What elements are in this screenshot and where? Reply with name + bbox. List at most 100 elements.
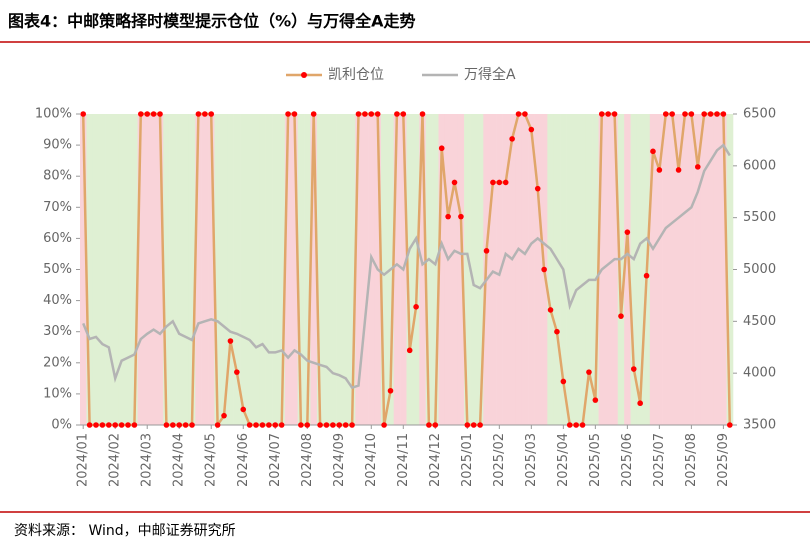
y-tick-label: 60% (43, 231, 72, 246)
x-tick-label: 2024/06 (236, 433, 251, 487)
point (502, 179, 509, 186)
point (304, 422, 311, 428)
point (336, 422, 343, 428)
regime-band (636, 114, 644, 425)
point (413, 304, 419, 310)
x-tick-label: 2024/12 (428, 433, 443, 487)
point (637, 400, 643, 407)
regime-band (272, 114, 279, 425)
regime-band (470, 114, 478, 425)
point (310, 111, 317, 117)
regime-band (489, 114, 497, 425)
regime-band (380, 114, 388, 425)
x-tick-label: 2024/09 (332, 433, 347, 487)
regime-band (438, 114, 446, 425)
regime-band (464, 114, 471, 425)
regime-band (169, 114, 177, 425)
point (163, 422, 170, 428)
point (547, 307, 554, 313)
point (675, 167, 682, 173)
point (182, 422, 189, 428)
point (234, 369, 240, 375)
point (214, 422, 221, 428)
point (266, 422, 272, 428)
point (150, 111, 157, 117)
regime-band (105, 114, 113, 425)
regime-band (112, 114, 119, 425)
point (522, 111, 528, 117)
regime-band (291, 114, 298, 425)
point (106, 422, 112, 428)
x-tick-label: 2025/06 (620, 433, 635, 487)
regime-band (252, 114, 260, 425)
y2-tick-label: 6500 (743, 107, 776, 122)
regime-band (316, 114, 324, 425)
point (438, 145, 445, 152)
y-tick-label: 10% (43, 386, 72, 401)
regime-band (528, 114, 535, 425)
regime-band (624, 114, 631, 425)
legend-label: 凯利仓位 (328, 67, 384, 83)
regime-band (150, 114, 158, 425)
regime-band (688, 114, 695, 425)
point (278, 422, 285, 428)
regime-band (668, 114, 676, 425)
point (669, 111, 675, 117)
point (298, 422, 304, 428)
y-tick-label: 100% (35, 107, 72, 122)
point (419, 111, 426, 117)
regime-band (342, 114, 350, 425)
point (387, 387, 394, 394)
regime-band (393, 114, 401, 425)
y2-tick-label: 4000 (743, 366, 776, 381)
legend-marker (301, 72, 307, 78)
point (342, 422, 349, 428)
regime-band (694, 114, 702, 425)
y2-tick-label: 3500 (743, 418, 776, 433)
regime-band (182, 114, 190, 425)
regime-band (259, 114, 266, 425)
point (496, 179, 503, 186)
point (317, 422, 323, 428)
regime-band (348, 114, 356, 425)
point (80, 111, 87, 117)
x-tick-label: 2024/05 (204, 433, 219, 487)
legend-label: 万得全A (464, 66, 516, 83)
point (611, 111, 618, 117)
y-tick-label: 70% (43, 200, 72, 215)
x-tick-label: 2024/04 (172, 433, 187, 487)
point (362, 111, 368, 117)
point (157, 111, 163, 117)
x-tick-label: 2024/02 (108, 433, 123, 487)
point (643, 272, 650, 279)
x-tick-label: 2025/07 (652, 433, 667, 487)
regime-band (361, 114, 369, 425)
regime-band (355, 114, 362, 425)
x-tick-label: 2025/04 (556, 433, 571, 487)
point (470, 422, 477, 428)
regime-band (220, 114, 228, 425)
regime-band (604, 114, 612, 425)
point (662, 111, 669, 117)
regime-band (227, 114, 234, 425)
regime-band (156, 114, 164, 425)
regime-band (86, 114, 94, 425)
x-tick-label: 2025/02 (492, 433, 507, 487)
point (208, 111, 215, 117)
regime-band (201, 114, 209, 425)
x-tick-label: 2025/08 (684, 433, 699, 487)
regime-band (432, 114, 439, 425)
point (573, 422, 579, 428)
source: 资料来源： Wind，中邮证券研究所 (14, 523, 236, 539)
regime-band (310, 114, 318, 425)
regime-band (675, 114, 683, 425)
regime-band (214, 114, 222, 425)
regime-band (476, 114, 484, 425)
point (694, 164, 701, 170)
point (112, 422, 119, 428)
regime-band (553, 114, 561, 425)
regime-band (649, 114, 657, 425)
regime-band (92, 114, 100, 425)
regime-band (80, 114, 87, 425)
